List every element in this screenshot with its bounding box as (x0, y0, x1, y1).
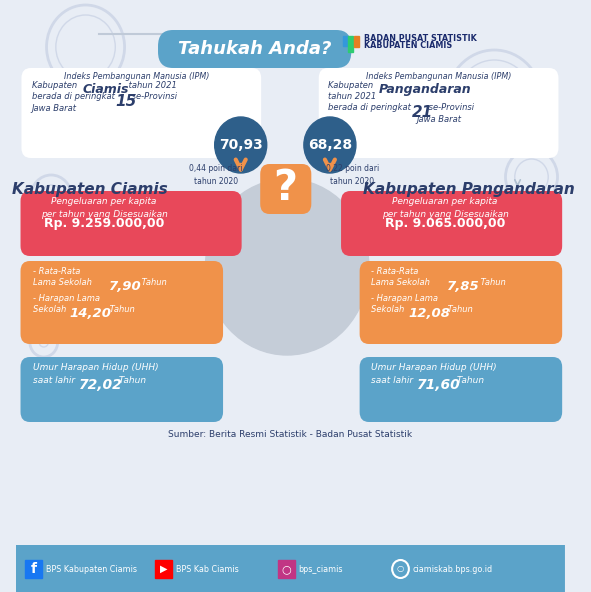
Text: BADAN PUSAT STATISTIK: BADAN PUSAT STATISTIK (364, 34, 477, 43)
Text: Pengeluaran per kapita
per tahun yang Disesuaikan: Pengeluaran per kapita per tahun yang Di… (41, 197, 168, 218)
Text: Pangandaran: Pangandaran (379, 83, 472, 96)
FancyBboxPatch shape (360, 261, 562, 344)
FancyBboxPatch shape (341, 191, 562, 256)
Circle shape (206, 179, 369, 355)
Text: - Harapan Lama: - Harapan Lama (371, 294, 438, 303)
Text: Lama Sekolah: Lama Sekolah (33, 278, 94, 287)
Bar (155, 560, 172, 578)
Text: 7,90: 7,90 (109, 280, 141, 293)
Text: 72,02: 72,02 (79, 378, 123, 392)
Text: ○: ○ (281, 564, 291, 574)
Text: ○: ○ (397, 565, 404, 574)
Text: Sumber: Berita Resmi Statistik - Badan Pusat Statistik: Sumber: Berita Resmi Statistik - Badan P… (168, 430, 412, 439)
Bar (349, 36, 353, 52)
Text: Lama Sekolah: Lama Sekolah (371, 278, 432, 287)
Text: - Harapan Lama: - Harapan Lama (33, 294, 100, 303)
Text: Indeks Pembangunan Manusia (IPM): Indeks Pembangunan Manusia (IPM) (64, 72, 209, 81)
Text: Rp. 9.259.000,00: Rp. 9.259.000,00 (44, 217, 164, 230)
Text: Tahun: Tahun (445, 305, 473, 314)
Text: Kabupaten: Kabupaten (32, 81, 79, 90)
Text: Tahun: Tahun (478, 278, 505, 287)
Bar (278, 560, 294, 578)
FancyBboxPatch shape (158, 30, 351, 68)
Text: ▶: ▶ (160, 564, 167, 574)
Text: f: f (31, 562, 37, 576)
Text: Jawa Barat: Jawa Barat (416, 115, 461, 124)
Text: saat lahir: saat lahir (33, 376, 77, 385)
Bar (25, 560, 42, 578)
FancyBboxPatch shape (260, 164, 311, 214)
Text: Umur Harapan Hidup (UHH): Umur Harapan Hidup (UHH) (33, 363, 158, 372)
FancyBboxPatch shape (21, 191, 242, 256)
Text: ?: ? (273, 167, 297, 209)
FancyBboxPatch shape (319, 68, 558, 158)
Text: BPS Kab Ciamis: BPS Kab Ciamis (176, 565, 238, 574)
Bar (354, 36, 359, 47)
Text: Kabupaten Ciamis: Kabupaten Ciamis (12, 182, 168, 197)
Text: Ciamis: Ciamis (83, 83, 129, 96)
Text: berada di peringkat: berada di peringkat (328, 103, 414, 112)
FancyBboxPatch shape (16, 545, 565, 592)
Text: 21: 21 (412, 105, 433, 120)
FancyBboxPatch shape (360, 357, 562, 422)
Text: KABUPATEN CIAMIS: KABUPATEN CIAMIS (364, 41, 453, 50)
Text: Jawa Barat: Jawa Barat (32, 104, 77, 113)
Circle shape (215, 117, 267, 173)
Text: 15: 15 (115, 94, 137, 109)
Text: Tahukah Anda?: Tahukah Anda? (178, 40, 332, 58)
Circle shape (304, 117, 356, 173)
Text: Tahun: Tahun (107, 305, 135, 314)
Text: Umur Harapan Hidup (UHH): Umur Harapan Hidup (UHH) (371, 363, 496, 372)
Text: 14,20: 14,20 (70, 307, 112, 320)
Text: BPS Kabupaten Ciamis: BPS Kabupaten Ciamis (46, 565, 137, 574)
Text: Sekolah: Sekolah (33, 305, 69, 314)
Text: 0,22 poin dari
tahun 2020: 0,22 poin dari tahun 2020 (326, 164, 379, 185)
Text: 7,85: 7,85 (447, 280, 480, 293)
Text: tahun 2021: tahun 2021 (328, 92, 376, 101)
Text: 0,44 poin dari
tahun 2020: 0,44 poin dari tahun 2020 (189, 164, 242, 185)
Text: saat lahir: saat lahir (371, 376, 416, 385)
Text: Pengeluaran per kapita
per tahun yang Disesuaikan: Pengeluaran per kapita per tahun yang Di… (382, 197, 508, 218)
Text: Tahun: Tahun (116, 376, 147, 385)
Bar (343, 36, 348, 46)
Text: 71,60: 71,60 (417, 378, 461, 392)
Text: Tahun: Tahun (139, 278, 167, 287)
Text: 68,28: 68,28 (308, 138, 352, 152)
Text: bps_ciamis: bps_ciamis (298, 565, 343, 574)
Text: 12,08: 12,08 (408, 307, 450, 320)
Text: - Rata-Rata: - Rata-Rata (33, 267, 80, 276)
Text: Kabupaten Pangandaran: Kabupaten Pangandaran (363, 182, 575, 197)
Text: - Rata-Rata: - Rata-Rata (371, 267, 418, 276)
Text: se-Provinsi: se-Provinsi (426, 103, 474, 112)
Text: 70,93: 70,93 (219, 138, 262, 152)
Text: Kabupaten: Kabupaten (328, 81, 376, 90)
Text: Rp. 9.065.000,00: Rp. 9.065.000,00 (385, 217, 505, 230)
FancyBboxPatch shape (21, 261, 223, 344)
FancyBboxPatch shape (21, 357, 223, 422)
Text: Sekolah: Sekolah (371, 305, 407, 314)
Text: se-Provinsi: se-Provinsi (129, 92, 177, 101)
Text: berada di peringkat: berada di peringkat (32, 92, 117, 101)
Text: Indeks Pembangunan Manusia (IPM): Indeks Pembangunan Manusia (IPM) (366, 72, 511, 81)
Text: Tahun: Tahun (454, 376, 485, 385)
Text: tahun 2021: tahun 2021 (126, 81, 177, 90)
Text: ciamiskab.bps.go.id: ciamiskab.bps.go.id (413, 565, 493, 574)
FancyBboxPatch shape (21, 68, 261, 158)
